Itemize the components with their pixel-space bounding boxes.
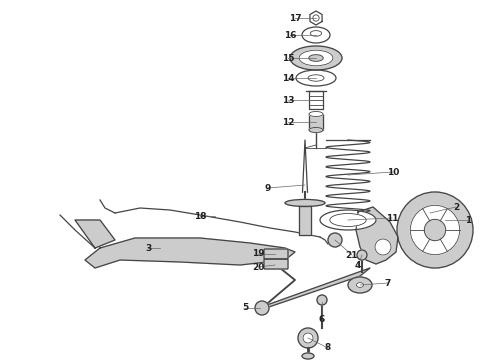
Polygon shape: [75, 220, 115, 248]
Text: 3: 3: [145, 243, 151, 252]
Text: 14: 14: [282, 73, 294, 82]
Text: 2: 2: [453, 202, 459, 212]
Text: 4: 4: [355, 261, 361, 270]
Ellipse shape: [296, 70, 336, 86]
Circle shape: [424, 219, 445, 240]
Ellipse shape: [285, 199, 325, 206]
Polygon shape: [309, 91, 323, 109]
Ellipse shape: [299, 50, 333, 66]
Text: 12: 12: [282, 117, 294, 126]
Ellipse shape: [302, 353, 314, 359]
Text: 1: 1: [465, 216, 471, 225]
Circle shape: [313, 15, 319, 21]
FancyBboxPatch shape: [264, 249, 288, 259]
Ellipse shape: [309, 112, 323, 117]
Polygon shape: [257, 268, 370, 311]
Ellipse shape: [308, 75, 324, 81]
Ellipse shape: [320, 210, 376, 230]
Ellipse shape: [290, 46, 342, 70]
Text: 7: 7: [385, 279, 391, 288]
Polygon shape: [85, 238, 295, 268]
Text: 16: 16: [284, 31, 296, 40]
Text: 20: 20: [252, 262, 264, 271]
Text: 19: 19: [252, 249, 264, 258]
Text: 11: 11: [386, 213, 398, 222]
Text: 6: 6: [319, 315, 325, 324]
Circle shape: [375, 239, 391, 255]
Circle shape: [303, 333, 313, 343]
Circle shape: [328, 233, 342, 247]
Polygon shape: [310, 11, 322, 25]
Text: 5: 5: [242, 303, 248, 312]
Ellipse shape: [356, 283, 364, 287]
Text: 17: 17: [289, 14, 301, 23]
Circle shape: [317, 295, 327, 305]
Ellipse shape: [348, 277, 372, 293]
Text: 13: 13: [282, 95, 294, 104]
Text: 18: 18: [194, 212, 206, 220]
Text: 21: 21: [346, 251, 358, 260]
Circle shape: [255, 301, 269, 315]
Polygon shape: [299, 206, 311, 235]
Ellipse shape: [309, 127, 323, 132]
Circle shape: [397, 192, 473, 268]
Ellipse shape: [330, 213, 366, 226]
Polygon shape: [356, 207, 398, 264]
Text: 8: 8: [325, 343, 331, 352]
Ellipse shape: [302, 27, 330, 43]
Ellipse shape: [309, 55, 323, 61]
Circle shape: [357, 250, 367, 260]
Text: 9: 9: [265, 184, 271, 193]
Polygon shape: [309, 114, 323, 130]
FancyBboxPatch shape: [264, 259, 288, 269]
Polygon shape: [302, 140, 308, 192]
Circle shape: [410, 205, 460, 255]
Text: 10: 10: [387, 167, 399, 176]
Circle shape: [298, 328, 318, 348]
Text: 15: 15: [282, 54, 294, 63]
Ellipse shape: [310, 31, 321, 36]
